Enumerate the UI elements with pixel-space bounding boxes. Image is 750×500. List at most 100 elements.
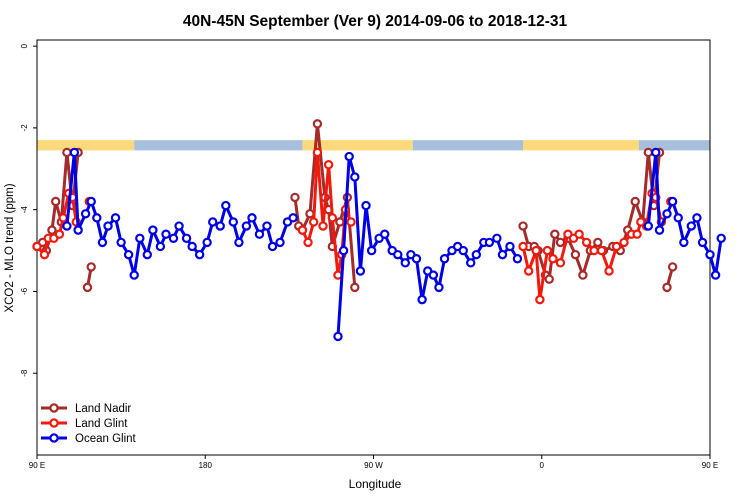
legend-marker-ocean-glint (49, 433, 59, 443)
land-glint-point (581, 237, 592, 248)
band-segment-ocean (412, 140, 524, 151)
x-tick-label: 180 (199, 461, 213, 470)
ocean-glint-point (439, 254, 450, 264)
land-glint-point (323, 160, 334, 170)
x-axis-label: Longitude (349, 477, 402, 491)
ocean-glint-point (497, 249, 508, 260)
ocean-glint-point (194, 249, 205, 260)
land-glint-point (531, 245, 541, 256)
ocean-glint-point (80, 209, 91, 219)
land-glint-point (32, 241, 42, 252)
ocean-glint-point (697, 237, 708, 248)
land-nadir-point (305, 209, 315, 219)
series-ocean-glint (62, 147, 726, 342)
ocean-glint-point (716, 233, 726, 244)
ocean-glint-point (484, 237, 495, 248)
ocean-glint-point (662, 209, 672, 219)
ocean-glint-point (135, 233, 145, 244)
x-tick-label: 90 W (364, 461, 383, 470)
land-glint-point (297, 225, 308, 235)
ocean-glint-point (275, 237, 285, 248)
ocean-glint-point (69, 147, 80, 158)
y-tick-label: -4 (20, 206, 29, 214)
ocean-glint-point (458, 245, 468, 256)
x-tick-label: 90 E (29, 461, 45, 470)
ocean-glint-point (366, 245, 377, 256)
land-nadir-line (521, 150, 662, 281)
y-axis-label: XCO2 - MLO trend (ppm) (4, 183, 16, 312)
ocean-glint-point (254, 229, 265, 239)
land-nadir-point (593, 237, 603, 248)
ocean-glint-point (110, 213, 121, 223)
ocean-glint-point (344, 151, 354, 162)
land-nadir-point (550, 229, 560, 239)
ocean-glint-point (338, 245, 349, 256)
ocean-glint-point (234, 237, 244, 248)
land-glint-point (346, 217, 356, 227)
chart-title: 40N-45N September (Ver 9) 2014-09-06 to … (183, 13, 568, 30)
y-tick-label: 0 (20, 43, 29, 48)
ocean-glint-point (123, 249, 134, 260)
ocean-glint-point (350, 172, 360, 182)
ocean-glint-point (142, 249, 152, 260)
ocean-glint-point (400, 258, 410, 268)
land-glint-point (39, 249, 50, 260)
ocean-glint-point (155, 241, 166, 252)
y-tick-label: -2 (20, 124, 29, 132)
land-glint-point (523, 266, 534, 276)
land-glint-point (596, 245, 607, 256)
ocean-glint-point (466, 258, 476, 268)
ocean-glint-point (116, 237, 126, 248)
land-nadir-point (578, 270, 588, 280)
land-glint-point (318, 221, 328, 231)
legend-marker-land-glint (49, 418, 59, 428)
land-nadir-point (544, 274, 554, 284)
land-glint-point (632, 229, 642, 239)
land-glint-point (54, 229, 65, 239)
ocean-glint-point (679, 237, 689, 248)
ocean-glint-point (355, 266, 366, 276)
legend-marker-land-nadir (49, 403, 59, 413)
ocean-glint-point (417, 294, 427, 305)
band-segment-land (302, 140, 413, 151)
ocean-glint-point (181, 233, 192, 244)
ocean-glint-point (208, 217, 218, 227)
land-nadir-point (50, 196, 61, 207)
ocean-glint-point (221, 200, 231, 211)
ocean-glint-point (97, 237, 108, 248)
land-nadir-point (630, 196, 640, 207)
ocean-glint-point (651, 147, 661, 158)
legend-label-land-nadir: Land Nadir (75, 403, 131, 415)
ocean-glint-point (428, 270, 439, 280)
y-axis: 0 -2 -4 -6 -8 (20, 43, 37, 377)
ocean-glint-point (241, 221, 252, 231)
land-nadir-point (350, 282, 360, 293)
band-segment-land (523, 140, 639, 151)
ocean-glint-point (512, 254, 523, 264)
land-nadir-point (643, 147, 654, 158)
land-glint-point (327, 213, 338, 223)
ocean-glint-point (174, 221, 184, 231)
ocean-glint-point (492, 233, 502, 244)
ocean-glint-point (247, 213, 257, 223)
ocean-glint-point (92, 213, 102, 223)
ocean-glint-point (73, 225, 83, 235)
ocean-glint-point (103, 221, 113, 231)
land-glint-point (604, 266, 614, 276)
ocean-glint-point (705, 249, 715, 260)
land-glint-point (619, 237, 629, 248)
land-glint-point (308, 217, 319, 227)
ocean-glint-point (288, 213, 298, 223)
ocean-glint-point (434, 282, 444, 293)
ocean-glint-point (202, 237, 212, 248)
land-glint-point (589, 245, 599, 256)
land-nadir-point (518, 221, 528, 231)
ocean-glint-point (686, 221, 697, 231)
land-nadir-point (82, 282, 93, 293)
ocean-glint-point (228, 217, 238, 227)
ocean-glint-line (65, 150, 294, 277)
ocean-glint-point (262, 221, 272, 231)
land-nadir-point (667, 262, 678, 272)
land-nadir-point (86, 262, 96, 272)
ocean-glint-point (710, 270, 721, 280)
